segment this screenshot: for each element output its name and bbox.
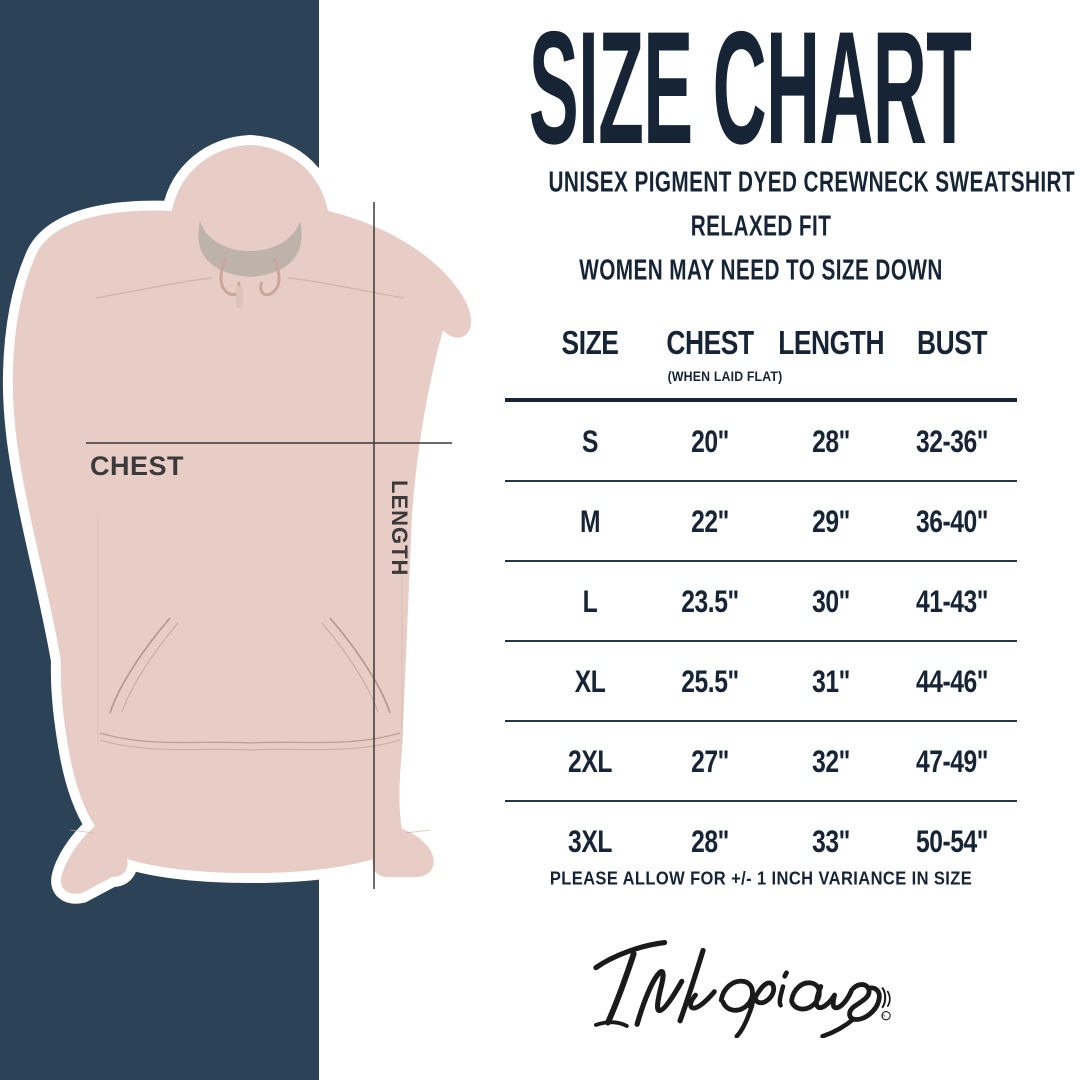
svg-text:LENGTH: LENGTH <box>387 480 412 576</box>
svg-text:CHEST: CHEST <box>90 451 184 481</box>
svg-text:R: R <box>882 1013 886 1018</box>
